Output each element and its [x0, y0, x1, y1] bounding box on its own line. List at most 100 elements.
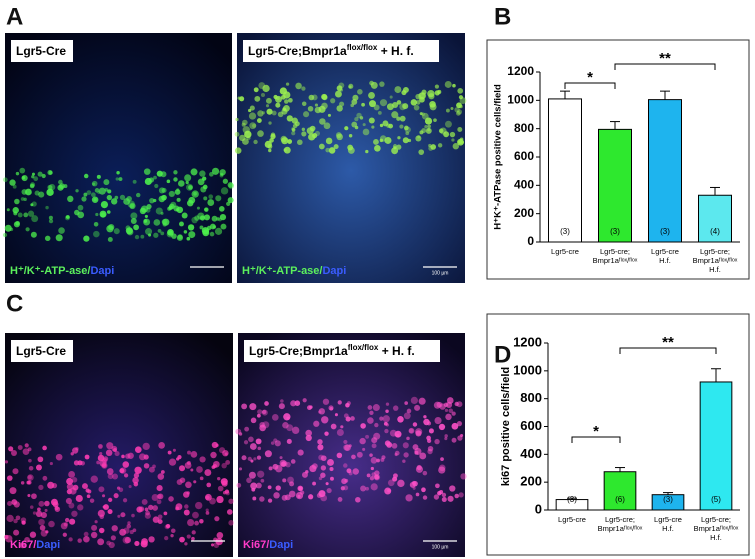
- cell: [444, 434, 448, 438]
- cell: [266, 108, 273, 115]
- cell: [248, 436, 254, 443]
- cell: [289, 481, 295, 487]
- cell: [174, 189, 181, 195]
- cell: [2, 177, 8, 183]
- cell: [211, 441, 218, 449]
- cell: [152, 516, 160, 523]
- cell: [6, 208, 10, 212]
- cell: [257, 110, 264, 117]
- image-label-part: Lgr5-Cre: [16, 44, 66, 58]
- cell: [65, 497, 72, 505]
- cell: [397, 136, 401, 140]
- cell: [325, 147, 330, 153]
- cell: [345, 416, 351, 422]
- cell: [38, 518, 45, 526]
- cell: [412, 486, 416, 490]
- x-tick-label: Lgr5-cre: [558, 515, 586, 524]
- cell: [31, 215, 39, 223]
- cell: [348, 134, 353, 138]
- cell: [262, 421, 270, 429]
- cell: [211, 167, 220, 175]
- micrograph: [5, 33, 232, 283]
- cell: [8, 446, 14, 452]
- cell: [392, 144, 398, 149]
- cell: [55, 453, 63, 461]
- cell: [220, 172, 224, 177]
- cell: [108, 497, 113, 503]
- cell: [107, 473, 114, 480]
- cell: [203, 196, 208, 201]
- cell: [208, 194, 214, 200]
- cell: [116, 486, 121, 490]
- cell: [303, 111, 310, 118]
- cell: [80, 460, 85, 466]
- cell: [65, 215, 70, 219]
- cell: [157, 514, 163, 520]
- cell: [424, 125, 428, 129]
- cell: [347, 146, 355, 154]
- stain-part: Ki67/: [243, 539, 269, 551]
- cell: [451, 411, 456, 416]
- cell: [135, 192, 141, 198]
- cell: [170, 528, 176, 534]
- cell: [336, 105, 343, 112]
- cell: [156, 499, 162, 505]
- cell: [204, 214, 211, 221]
- cell: [322, 398, 330, 405]
- cell: [57, 184, 64, 191]
- cell: [421, 128, 427, 134]
- cell: [446, 397, 454, 404]
- cell: [21, 520, 26, 525]
- cell: [114, 451, 120, 457]
- cell: [219, 214, 227, 221]
- stain-part: Dapi: [36, 539, 60, 551]
- cell: [260, 478, 265, 483]
- cell: [460, 434, 464, 438]
- image-label-box: [244, 340, 440, 362]
- cell: [241, 122, 246, 127]
- cell: [13, 518, 18, 524]
- y-tick-label: 0: [535, 501, 542, 516]
- cell: [373, 432, 381, 440]
- cell: [405, 494, 413, 502]
- cell: [414, 450, 419, 455]
- cell: [248, 471, 256, 479]
- cell: [144, 512, 151, 519]
- image-label-box: [243, 40, 439, 62]
- cell: [171, 233, 177, 239]
- cell: [186, 534, 191, 539]
- cell: [41, 173, 46, 179]
- cell: [365, 434, 370, 439]
- cell: [227, 197, 234, 204]
- cell: [117, 514, 121, 518]
- y-tick-label: 1000: [513, 362, 542, 377]
- y-axis-label: H⁺K⁺-ATPase positive cells/field: [493, 84, 504, 230]
- cell: [28, 465, 34, 471]
- cell: [241, 455, 247, 461]
- cell: [309, 465, 317, 473]
- cell: [98, 486, 105, 493]
- cell: [433, 401, 441, 409]
- cell: [256, 413, 261, 418]
- cell: [12, 468, 19, 475]
- cell: [255, 438, 262, 445]
- cell: [348, 85, 352, 89]
- cell: [359, 437, 366, 445]
- cell: [122, 498, 128, 503]
- cell: [362, 447, 366, 451]
- cell: [404, 126, 411, 133]
- cell: [392, 405, 399, 411]
- cell: [77, 204, 84, 211]
- cell: [336, 85, 343, 92]
- cell: [22, 448, 30, 455]
- micrograph: [5, 333, 233, 557]
- cell: [184, 542, 188, 546]
- cell: [280, 399, 284, 403]
- cell: [9, 487, 17, 495]
- bar-label: (3): [610, 227, 620, 236]
- cell: [352, 94, 359, 101]
- cell: [86, 494, 91, 499]
- cell: [205, 508, 209, 512]
- cell: [441, 492, 447, 498]
- cell: [164, 535, 169, 541]
